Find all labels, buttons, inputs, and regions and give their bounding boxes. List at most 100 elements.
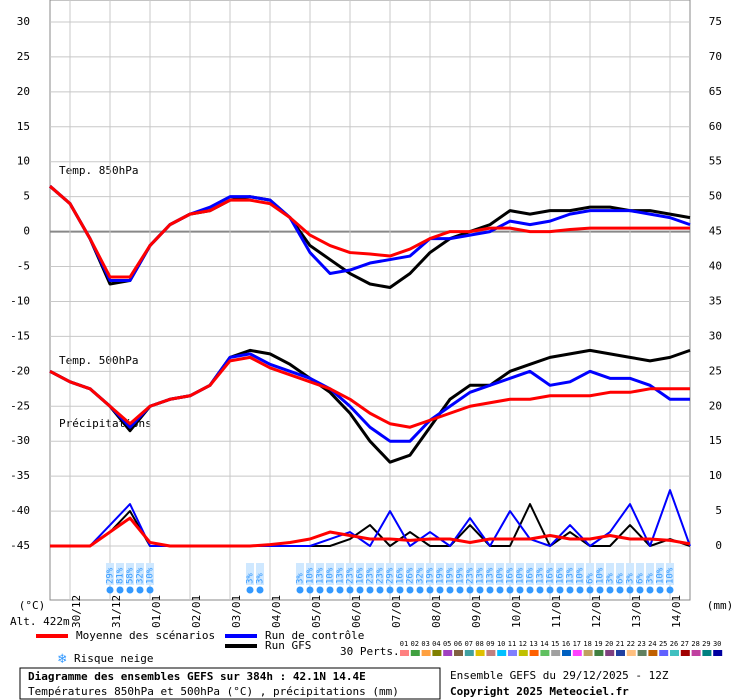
x-tick-label: 03/01	[230, 595, 243, 628]
perturbation-swatch	[659, 650, 669, 656]
snow-label-bg	[436, 563, 444, 585]
y-tick-label: -35	[10, 469, 30, 482]
snow-marker	[476, 586, 484, 594]
snow-label-bg	[126, 563, 134, 585]
perturbation-swatch	[486, 650, 496, 656]
perturbation-swatch	[605, 650, 615, 656]
y2-tick-label: 65	[709, 85, 722, 98]
y2-tick-label: 70	[709, 50, 722, 63]
snow-label-bg	[626, 563, 634, 585]
snow-label: 29%	[106, 567, 116, 584]
snow-label-bg	[306, 563, 314, 585]
snow-label-bg	[466, 563, 474, 585]
y2-tick-label: 60	[709, 120, 722, 133]
snow-label: 10%	[146, 567, 156, 584]
perturbation-name: 12	[519, 640, 527, 648]
perturbation-swatch	[400, 650, 409, 656]
y-tick-label: 30	[17, 15, 30, 28]
legend-label: Run GFS	[265, 639, 311, 652]
snow-label: 16%	[546, 567, 556, 584]
snow-label: 16%	[396, 567, 406, 584]
snow-label: 19%	[456, 567, 466, 584]
snow-marker	[256, 586, 264, 594]
y-tick-label: -10	[10, 294, 30, 307]
perturbation-name: 08	[475, 640, 483, 648]
snow-label: 10%	[576, 567, 586, 584]
snow-marker	[496, 586, 504, 594]
x-tick-label: 30/12	[70, 595, 83, 628]
snow-label: 6%	[586, 573, 596, 584]
snow-label: 3%	[296, 573, 306, 584]
snow-marker	[466, 586, 474, 594]
perturbation-swatch	[680, 650, 690, 656]
x-tick-label: 02/01	[190, 595, 203, 628]
y2-tick-label: 55	[709, 155, 722, 168]
x-tick-label: 11/01	[550, 595, 563, 628]
snow-marker	[396, 586, 404, 594]
perturbation-name: 06	[454, 640, 462, 648]
snow-label: 16%	[556, 567, 566, 584]
snow-label-bg	[416, 563, 424, 585]
snow-label: 23%	[376, 567, 386, 584]
info-subtitle: Températures 850hPa et 500hPa (°C) , pré…	[28, 685, 399, 698]
snow-label-bg	[606, 563, 614, 585]
snow-label-bg	[666, 563, 674, 585]
snow-label: 32%	[136, 567, 146, 584]
copyright: Copyright 2025 Meteociel.fr	[450, 685, 629, 698]
legend-snow: Risque neige	[74, 652, 153, 665]
perturbation-name: 24	[648, 640, 656, 648]
snow-label: 10%	[326, 567, 336, 584]
x-tick-label: 04/01	[270, 595, 283, 628]
snow-marker	[146, 586, 154, 594]
perturbation-swatch	[572, 650, 582, 656]
snow-label: 19%	[426, 567, 436, 584]
snow-label-bg	[486, 563, 494, 585]
snow-label: 13%	[336, 567, 346, 584]
y2-tick-label: 45	[709, 225, 722, 238]
perturbation-name: 03	[421, 640, 429, 648]
perturbation-name: 15	[551, 640, 559, 648]
snow-marker	[556, 586, 564, 594]
info-title: Diagramme des ensembles GEFS sur 384h : …	[28, 670, 366, 683]
snow-label-bg	[406, 563, 414, 585]
perturbation-swatch	[583, 650, 593, 656]
y2-tick-label: 30	[709, 329, 722, 342]
perturbation-name: 29	[702, 640, 710, 648]
snow-label-bg	[456, 563, 464, 585]
perturbation-name: 04	[432, 640, 440, 648]
snow-label: 32%	[416, 567, 426, 584]
snow-marker	[296, 586, 304, 594]
snow-label: 3%	[606, 573, 616, 584]
snow-marker	[586, 586, 594, 594]
snow-marker	[136, 586, 144, 594]
perturbation-swatch	[648, 650, 658, 656]
perturbation-swatch	[421, 650, 431, 656]
snow-label-bg	[586, 563, 594, 585]
perturbation-swatch	[454, 650, 463, 656]
snow-marker	[616, 586, 624, 594]
y2-tick-label: 5	[715, 504, 722, 517]
y-tick-label: 10	[17, 155, 30, 168]
run-info: Ensemble GEFS du 29/12/2025 - 12Z	[450, 669, 669, 682]
snow-label-bg	[356, 563, 364, 585]
y-tick-label: 5	[23, 190, 30, 203]
perturbation-swatch	[475, 650, 485, 656]
snow-marker	[406, 586, 414, 594]
snow-marker	[356, 586, 364, 594]
snow-marker	[316, 586, 324, 594]
y-tick-label: 15	[17, 120, 30, 133]
perturbation-swatch	[518, 650, 528, 656]
snow-marker	[666, 586, 674, 594]
perturbation-swatch	[616, 650, 625, 656]
perturbation-name: 07	[465, 640, 473, 648]
snow-label-bg	[636, 563, 644, 585]
field-label: Temp. 850hPa	[59, 164, 138, 177]
snow-label-bg	[556, 563, 564, 585]
perturbation-swatch	[637, 650, 647, 656]
perturbation-name: 05	[443, 640, 451, 648]
perturbation-name: 02	[411, 640, 419, 648]
snow-label: 10%	[666, 567, 676, 584]
snow-label: 26%	[406, 567, 416, 584]
snow-label-bg	[316, 563, 324, 585]
